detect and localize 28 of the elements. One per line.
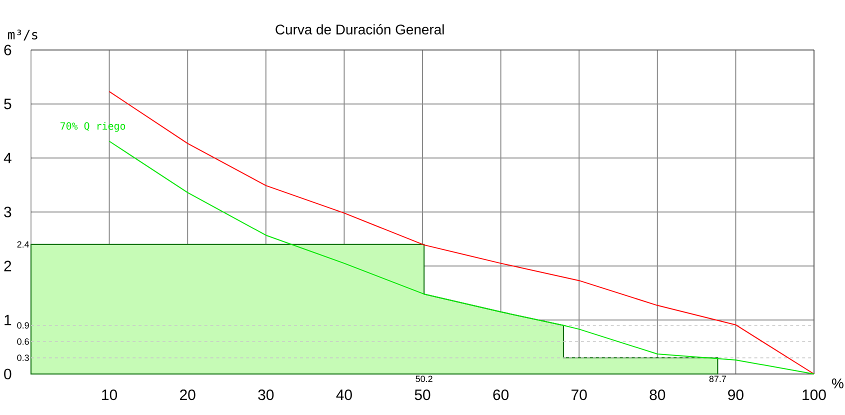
x-tick-label: 40 xyxy=(336,390,352,400)
y-tick-label: 0 xyxy=(4,368,12,380)
line-series xyxy=(108,140,815,374)
y-tick-label: 5 xyxy=(4,98,12,110)
y-tick-label: 3 xyxy=(4,206,12,218)
x-tick-label: 90 xyxy=(728,390,744,400)
y-tick-label: 1 xyxy=(4,314,12,326)
x-tick-label: 80 xyxy=(650,390,666,400)
x-tick-label: 30 xyxy=(258,390,274,400)
x-axis-title: % xyxy=(832,378,844,388)
ref-line-label: 0.6 xyxy=(17,338,29,345)
y-tick-label: 4 xyxy=(4,152,12,164)
x-tick-label: 100 xyxy=(802,390,826,400)
annotation: 87.7 xyxy=(709,376,726,382)
x-tick-label: 60 xyxy=(493,390,509,400)
annotation: 50.2 xyxy=(416,376,432,382)
x-tick-label: 10 xyxy=(102,390,118,400)
x-tick-label: 50 xyxy=(414,390,430,400)
series-label: 70% Q riego xyxy=(60,122,126,132)
y-tick-label: 6 xyxy=(4,44,12,56)
x-tick-label: 20 xyxy=(180,390,196,400)
x-tick-label: 70 xyxy=(572,390,587,400)
y-tick-label: 2 xyxy=(4,260,12,272)
chart-title: Curva de Duración General xyxy=(276,24,444,34)
ref-line-label: 0.9 xyxy=(17,322,29,329)
annotation: 2.4 xyxy=(17,241,30,248)
ref-line-label: 0.3 xyxy=(17,354,29,361)
y-axis-title: m³/s xyxy=(8,30,38,40)
